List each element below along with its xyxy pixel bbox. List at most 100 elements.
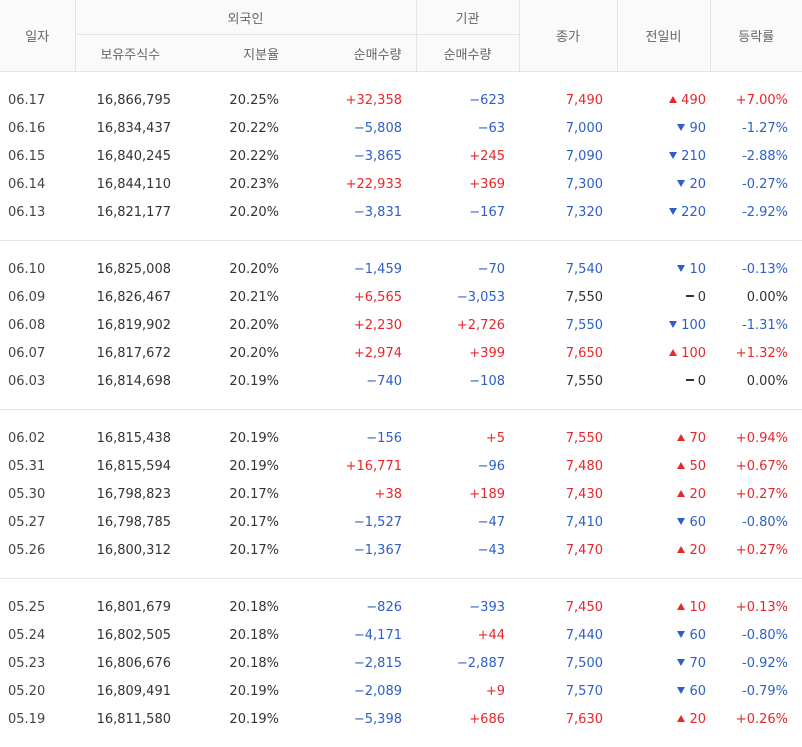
triangle-up-icon [677,462,685,469]
foreign-net-cell: +22,933 [293,170,416,198]
ratio-cell: 20.23% [185,170,293,198]
ratio-cell: 20.19% [185,452,293,480]
change-cell: 10 [617,593,710,621]
foreign-net-cell: +2,974 [293,339,416,367]
header-close: 종가 [519,0,617,72]
rate-cell: -1.31% [710,311,802,339]
foreign-net-cell: −5,808 [293,114,416,142]
inst-net-cell: −96 [416,452,519,480]
close-cell: 7,000 [519,114,617,142]
header-rate: 등락률 [710,0,802,72]
ratio-cell: 20.19% [185,367,293,395]
close-cell: 7,550 [519,311,617,339]
inst-net-cell: −623 [416,86,519,114]
triangle-up-icon [677,546,685,553]
inst-net-cell: −47 [416,508,519,536]
holdings-cell: 16,798,823 [75,480,185,508]
date-cell: 05.24 [0,621,75,649]
change-value: 50 [689,459,706,474]
date-cell: 05.20 [0,677,75,705]
ratio-cell: 20.20% [185,198,293,226]
change-value: 20 [689,487,706,502]
rate-cell: -2.92% [710,198,802,226]
change-value: 210 [681,149,706,164]
date-cell: 05.31 [0,452,75,480]
date-cell: 06.08 [0,311,75,339]
close-cell: 7,320 [519,198,617,226]
rate-cell: 0.00% [710,367,802,395]
close-cell: 7,490 [519,86,617,114]
ratio-cell: 20.19% [185,424,293,452]
close-cell: 7,090 [519,142,617,170]
change-value: 20 [689,177,706,192]
holdings-cell: 16,801,679 [75,593,185,621]
change-value: 100 [681,318,706,333]
change-cell: 20 [617,170,710,198]
change-cell: 220 [617,198,710,226]
change-cell: 60 [617,508,710,536]
date-cell: 05.26 [0,536,75,564]
change-cell: 10 [617,255,710,283]
inst-net-cell: −70 [416,255,519,283]
change-cell: 70 [617,649,710,677]
rate-cell: -1.27% [710,114,802,142]
ratio-cell: 20.21% [185,283,293,311]
triangle-down-icon [677,687,685,694]
foreign-net-cell: −4,171 [293,621,416,649]
header-ratio: 지분율 [185,35,293,72]
holdings-cell: 16,819,902 [75,311,185,339]
change-value: 60 [689,628,706,643]
ratio-cell: 20.18% [185,621,293,649]
foreign-net-cell: −740 [293,367,416,395]
holdings-cell: 16,834,437 [75,114,185,142]
triangle-down-icon [677,631,685,638]
inst-net-cell: −167 [416,198,519,226]
rate-cell: +0.27% [710,480,802,508]
header-change: 전일비 [617,0,710,72]
foreign-net-cell: −2,815 [293,649,416,677]
triangle-up-icon [677,434,685,441]
rate-cell: -0.13% [710,255,802,283]
foreign-net-cell: −3,831 [293,198,416,226]
foreign-net-cell: −826 [293,593,416,621]
inst-net-cell: +369 [416,170,519,198]
change-cell: 60 [617,677,710,705]
rate-cell: +7.00% [710,86,802,114]
rate-cell: -0.27% [710,170,802,198]
triangle-down-icon [669,208,677,215]
triangle-up-icon [677,715,685,722]
close-cell: 7,550 [519,367,617,395]
ratio-cell: 20.22% [185,114,293,142]
holdings-cell: 16,821,177 [75,198,185,226]
close-cell: 7,470 [519,536,617,564]
change-cell: 100 [617,311,710,339]
holdings-cell: 16,800,312 [75,536,185,564]
change-cell: 60 [617,621,710,649]
holdings-cell: 16,840,245 [75,142,185,170]
ratio-cell: 20.18% [185,649,293,677]
change-value: 20 [689,543,706,558]
date-cell: 06.14 [0,170,75,198]
rate-cell: +0.26% [710,705,802,733]
foreign-net-cell: −1,367 [293,536,416,564]
ratio-cell: 20.17% [185,536,293,564]
date-cell: 06.15 [0,142,75,170]
inst-net-cell: +2,726 [416,311,519,339]
change-cell: 0 [617,283,710,311]
close-cell: 7,550 [519,283,617,311]
triangle-down-icon [677,265,685,272]
foreign-net-cell: +6,565 [293,283,416,311]
